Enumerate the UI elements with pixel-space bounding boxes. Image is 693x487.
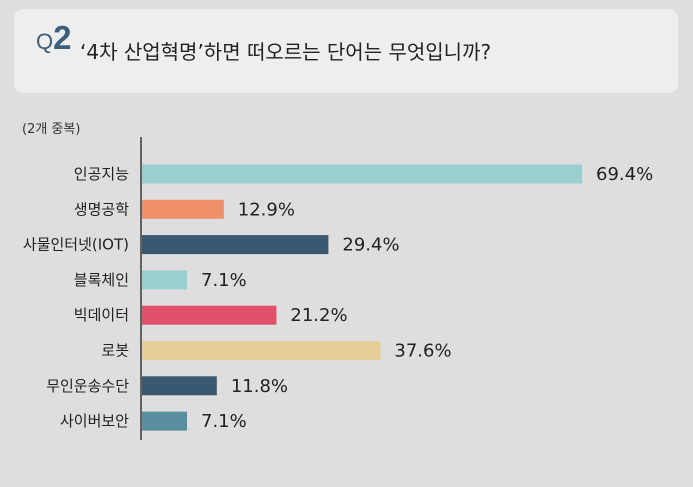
category-label: 로봇 xyxy=(101,342,129,360)
bar xyxy=(142,341,381,360)
question-prefix: Q xyxy=(36,29,54,54)
value-label: 7.1% xyxy=(201,411,247,432)
category-label: 무인운송수단 xyxy=(46,377,129,395)
bar xyxy=(142,199,224,219)
question-text: ‘4차 산업혁명’하면 떠오르는 단어는 무엇입니까? xyxy=(80,40,492,64)
value-label: 37.6% xyxy=(394,341,451,362)
question-card: Q2 ‘4차 산업혁명’하면 떠오르는 단어는 무엇입니까? xyxy=(14,9,678,93)
value-label: 7.1% xyxy=(201,270,247,291)
value-label: 21.2% xyxy=(290,305,347,326)
category-label: 빅데이터 xyxy=(74,306,129,324)
bar xyxy=(142,305,277,325)
question-number: Q2 xyxy=(36,21,71,54)
bar xyxy=(142,235,329,255)
bar xyxy=(142,376,217,396)
multi-answer-note: (2개 중복) xyxy=(22,122,81,137)
category-label: 블록체인 xyxy=(74,271,129,289)
bar xyxy=(142,164,582,184)
bar xyxy=(142,270,188,290)
value-label: 29.4% xyxy=(342,235,399,256)
value-label: 69.4% xyxy=(596,164,653,185)
value-label: 12.9% xyxy=(238,199,295,220)
value-label: 11.8% xyxy=(231,376,288,397)
category-label: 인공지능 xyxy=(74,165,129,183)
category-label: 생명공학 xyxy=(74,200,129,218)
bar xyxy=(142,411,188,431)
question-digit: 2 xyxy=(53,19,72,56)
category-label: 사이버보안 xyxy=(60,412,129,430)
category-label: 사물인터넷(IOT) xyxy=(23,236,129,254)
